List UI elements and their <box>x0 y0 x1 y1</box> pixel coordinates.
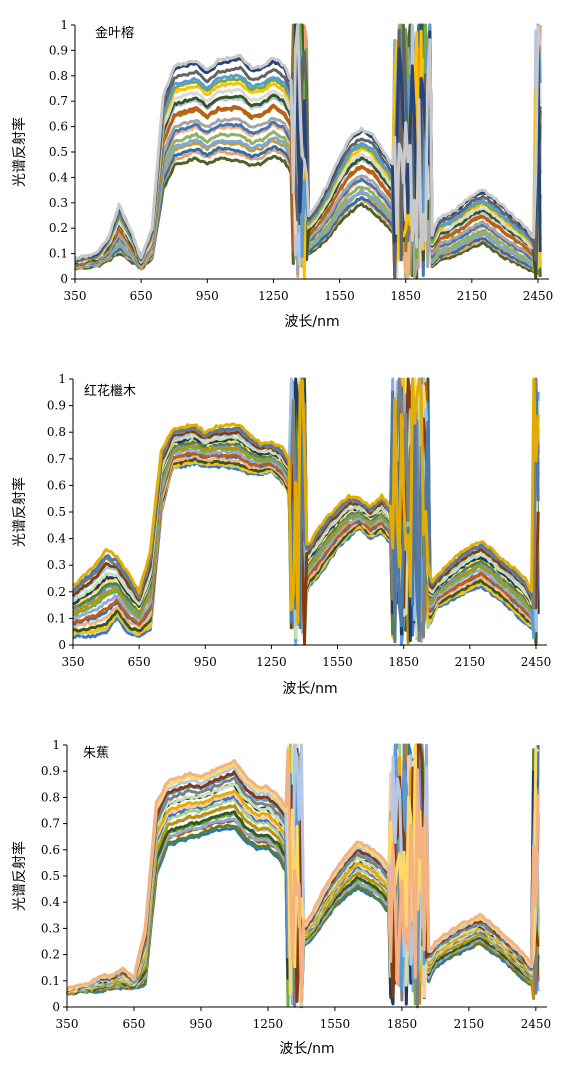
y-tick-label: 0.5 <box>41 869 60 883</box>
y-tick-label: 0.4 <box>49 170 68 184</box>
x-tick-label: 2150 <box>454 1017 485 1031</box>
chart-panel-1: 0 0.1 0.2 0.3 0.4 0.5 0.6 0.7 0.8 0.9 1 350 650 950 12… <box>11 18 553 330</box>
y-tick-label: 0.7 <box>41 817 60 831</box>
x-tick-label: 650 <box>130 289 153 303</box>
x-tick-label: 350 <box>56 1017 79 1031</box>
y-tick-label: 0.8 <box>47 425 66 439</box>
x-tick-label: 1850 <box>387 1017 418 1031</box>
y-tick-label: 0.3 <box>49 196 68 210</box>
series-line-20 <box>71 377 540 624</box>
y-tick-label: 0.2 <box>47 585 66 599</box>
y-tick-label: 0.1 <box>47 611 66 625</box>
x-tick-label: 2450 <box>523 289 554 303</box>
x-tick-label: 1850 <box>390 289 421 303</box>
x-tick-label: 350 <box>64 289 87 303</box>
y-tick-label: 0.3 <box>47 558 66 572</box>
y-tick-label: 0.1 <box>49 247 68 261</box>
panel-title: 金叶榕 <box>95 25 134 41</box>
y-tick-label: 0 <box>52 1000 60 1014</box>
y-tick-label: 0.8 <box>49 69 68 83</box>
panel-title: 朱蕉 <box>83 746 109 761</box>
y-tick-label: 1 <box>60 18 68 32</box>
x-tick-label: 1550 <box>322 655 353 669</box>
x-tick-label: 950 <box>190 1017 213 1031</box>
y-tick-label: 0.4 <box>47 532 66 546</box>
y-tick-label: 0.2 <box>49 221 68 235</box>
y-tick-label: 0.2 <box>41 948 60 962</box>
x-tick-label: 1850 <box>388 655 419 669</box>
chart-panel-2: 0 0.1 0.2 0.3 0.4 0.5 0.6 0.7 0.8 0.9 1 350 650 950 12… <box>11 372 551 697</box>
x-tick-label: 650 <box>123 1017 146 1031</box>
y-axis-label: 光谱反射率 <box>11 477 28 547</box>
y-axis-label: 光谱反射率 <box>11 841 28 911</box>
y-tick-label: 0.6 <box>47 478 66 492</box>
x-tick-label: 2450 <box>521 655 552 669</box>
chart-panel-3: 0 0.1 0.2 0.3 0.4 0.5 0.6 0.7 0.8 0.9 1 350 650 950 12… <box>11 738 551 1057</box>
y-tick-label: 0.5 <box>49 145 68 159</box>
x-axis-label: 波长/nm <box>279 1041 334 1057</box>
x-tick-label: 950 <box>194 655 217 669</box>
y-tick-label: 0.9 <box>49 43 68 57</box>
x-tick-label: 950 <box>196 289 219 303</box>
y-tick-label: 0.9 <box>47 399 66 413</box>
x-tick-label: 2150 <box>457 289 488 303</box>
y-axis-label: 光谱反射率 <box>11 117 28 187</box>
x-tick-label: 350 <box>62 655 85 669</box>
x-axis-label: 波长/nm <box>284 314 339 330</box>
y-tick-label: 1 <box>52 738 60 752</box>
x-tick-label: 650 <box>128 655 151 669</box>
panel-title: 红花檵木 <box>84 383 136 399</box>
y-tick-label: 0 <box>58 638 66 652</box>
y-tick-label: 0 <box>60 272 68 286</box>
y-tick-label: 1 <box>58 372 66 386</box>
y-tick-label: 0.6 <box>41 843 60 857</box>
y-tick-label: 0.8 <box>41 790 60 804</box>
x-tick-label: 2150 <box>455 655 486 669</box>
x-axis-label: 波长/nm <box>282 681 337 697</box>
series-line-20 <box>65 749 540 1003</box>
y-tick-label: 0.4 <box>41 895 60 909</box>
x-tick-label: 2450 <box>521 1017 552 1031</box>
y-tick-label: 0.5 <box>47 505 66 519</box>
y-tick-label: 0.7 <box>49 94 68 108</box>
x-tick-label: 1550 <box>324 289 355 303</box>
x-tick-label: 1550 <box>320 1017 351 1031</box>
y-tick-label: 0.7 <box>47 452 66 466</box>
y-tick-label: 0.3 <box>41 921 60 935</box>
x-tick-label: 1250 <box>253 1017 284 1031</box>
y-tick-label: 0.1 <box>41 974 60 988</box>
series-line-20 <box>74 23 542 261</box>
x-tick-label: 1250 <box>258 289 289 303</box>
x-tick-label: 1250 <box>256 655 287 669</box>
y-tick-label: 0.6 <box>49 120 68 134</box>
y-tick-label: 0.9 <box>41 764 60 778</box>
